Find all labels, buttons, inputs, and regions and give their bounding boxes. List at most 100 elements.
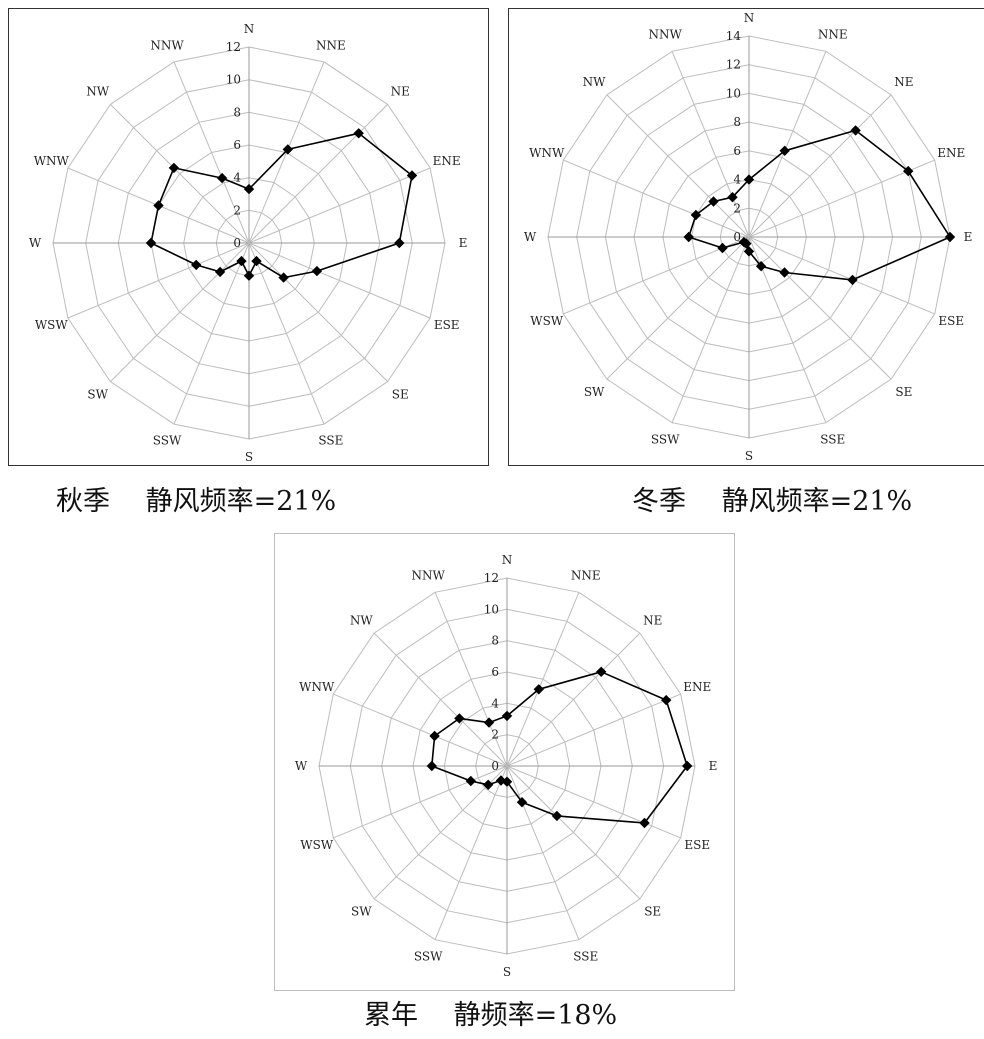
grid-spoke bbox=[173, 242, 250, 425]
data-point-marker bbox=[483, 717, 495, 728]
grid-spoke bbox=[248, 242, 431, 319]
direction-label: SW bbox=[87, 387, 108, 401]
direction-label: E bbox=[709, 759, 718, 773]
series bbox=[683, 125, 956, 286]
grid-spoke bbox=[748, 159, 935, 238]
tick-label: 10 bbox=[226, 73, 241, 87]
wind-rose-winter-chart: 0 2 4 6 8 10 12 14N NNE NE ENE E ESE SE SSE S SSW SW WSW W W… bbox=[524, 11, 973, 463]
data-point-marker bbox=[682, 760, 693, 772]
series-line bbox=[431, 671, 689, 824]
data-point-marker bbox=[850, 125, 861, 136]
tick-label: 0 bbox=[491, 759, 499, 773]
wind-rose-winter-panel: 0 2 4 6 8 10 12 14 N NNE NE ENE E ESE SE SSE S SSW SW WSW W W… bbox=[508, 8, 984, 466]
data-point-marker bbox=[353, 128, 364, 139]
grid-spoke bbox=[748, 94, 892, 238]
direction-label: ESE bbox=[938, 314, 964, 328]
direction-label: ENE bbox=[433, 154, 461, 168]
direction-label: NNW bbox=[150, 38, 184, 52]
grid-spoke bbox=[506, 592, 580, 767]
direction-label: SE bbox=[644, 905, 661, 919]
direction-label: NE bbox=[391, 85, 410, 99]
grid bbox=[52, 46, 446, 440]
direction-label: SSE bbox=[573, 949, 598, 963]
grid-spoke bbox=[173, 61, 250, 244]
wind-rose-autumn-chart: 0 2 4 6 8 10 12N NNE NE ENE E ESE SE SSE S SSW SW WSW W WNW… bbox=[29, 22, 468, 464]
direction-label: NNE bbox=[818, 28, 848, 42]
direction-label: WSW bbox=[300, 838, 334, 852]
data-point-marker bbox=[282, 144, 293, 155]
data-point-marker bbox=[216, 172, 228, 184]
grid-spoke bbox=[373, 765, 508, 900]
data-point-marker bbox=[465, 775, 476, 787]
data-point-marker bbox=[727, 192, 738, 203]
grid bbox=[547, 35, 951, 439]
data-point-marker bbox=[214, 266, 226, 278]
data-point-marker bbox=[944, 231, 956, 243]
direction-label: SSE bbox=[820, 432, 845, 446]
grid-spoke bbox=[434, 765, 508, 940]
grid-spoke bbox=[248, 104, 388, 244]
direction-label: ENE bbox=[683, 680, 711, 694]
data-point-marker bbox=[406, 170, 418, 181]
direction-label: SW bbox=[351, 905, 372, 919]
series bbox=[145, 128, 418, 283]
data-point-marker bbox=[429, 730, 440, 742]
wind-rose-annual-panel: 0 2 4 6 8 10 12 N NNE NE ENE E ESE SE SSE S SSW SW WSW W WNW… bbox=[274, 533, 735, 991]
direction-label: SSE bbox=[318, 434, 343, 448]
direction-label: E bbox=[459, 236, 468, 250]
grid-spoke bbox=[748, 51, 827, 238]
data-point-marker bbox=[717, 242, 728, 254]
direction-label: E bbox=[964, 230, 973, 244]
direction-labels: N NNE NE ENE E ESE SE SSE S SSW SW WSW W WNW NW NNW bbox=[295, 553, 718, 979]
tick-labels: 0 2 4 6 8 10 12 bbox=[226, 40, 242, 250]
grid bbox=[318, 577, 696, 955]
grid-spoke bbox=[563, 236, 750, 315]
tick-label: 2 bbox=[233, 203, 241, 217]
tick-label: 10 bbox=[726, 86, 741, 100]
data-point-marker bbox=[145, 237, 157, 249]
wind-rose-winter-caption: 冬季 静风频率=21% bbox=[632, 486, 913, 517]
direction-label: S bbox=[503, 965, 511, 979]
tick-label: 0 bbox=[733, 230, 741, 244]
direction-label: W bbox=[295, 759, 308, 773]
grid-spoke bbox=[506, 765, 681, 839]
direction-label: S bbox=[245, 450, 253, 464]
direction-label: W bbox=[524, 230, 537, 244]
direction-label: ENE bbox=[937, 146, 965, 160]
direction-label: N bbox=[744, 11, 755, 25]
tick-label: 6 bbox=[233, 138, 241, 152]
direction-label: NE bbox=[894, 75, 913, 89]
direction-label: WNW bbox=[34, 154, 70, 168]
wind-rose-autumn-panel: 0 2 4 6 8 10 12 N NNE NE ENE E ESE SE SSE S SSW SW WSW W WNW… bbox=[8, 8, 489, 466]
grid-spoke bbox=[563, 159, 750, 238]
direction-label: NW bbox=[583, 75, 607, 89]
grid-spoke bbox=[506, 693, 681, 767]
data-point-marker bbox=[516, 797, 528, 808]
grid-spoke bbox=[248, 242, 388, 382]
data-point-marker bbox=[243, 183, 255, 195]
direction-labels: N NNE NE ENE E ESE SE SSE S SSW SW WSW W WNW NW NNW bbox=[29, 22, 468, 464]
direction-label: SSW bbox=[153, 434, 182, 448]
direction-label: WNW bbox=[529, 146, 565, 160]
data-point-marker bbox=[191, 259, 202, 271]
tick-label: 8 bbox=[733, 115, 741, 129]
grid-spoke bbox=[333, 765, 508, 839]
grid-spoke bbox=[606, 236, 750, 380]
direction-label: NNW bbox=[412, 569, 446, 583]
tick-label: 2 bbox=[491, 728, 499, 742]
direction-label: SE bbox=[895, 385, 912, 399]
tick-label: 6 bbox=[733, 144, 741, 158]
grid-spoke bbox=[506, 765, 580, 940]
tick-label: 8 bbox=[491, 634, 499, 648]
wind-rose-annual-chart: 0 2 4 6 8 10 12N NNE NE ENE E ESE SE SSE S SSW SW WSW W WNW… bbox=[295, 553, 718, 979]
tick-label: 4 bbox=[491, 696, 499, 710]
data-point-marker bbox=[495, 775, 507, 786]
grid-spoke bbox=[248, 242, 325, 425]
direction-label: WSW bbox=[530, 314, 564, 328]
direction-label: S bbox=[745, 449, 753, 463]
direction-label: WNW bbox=[299, 680, 335, 694]
tick-label: 10 bbox=[484, 602, 499, 616]
grid-spoke bbox=[110, 242, 250, 382]
data-point-marker bbox=[708, 196, 719, 207]
series bbox=[426, 666, 693, 829]
